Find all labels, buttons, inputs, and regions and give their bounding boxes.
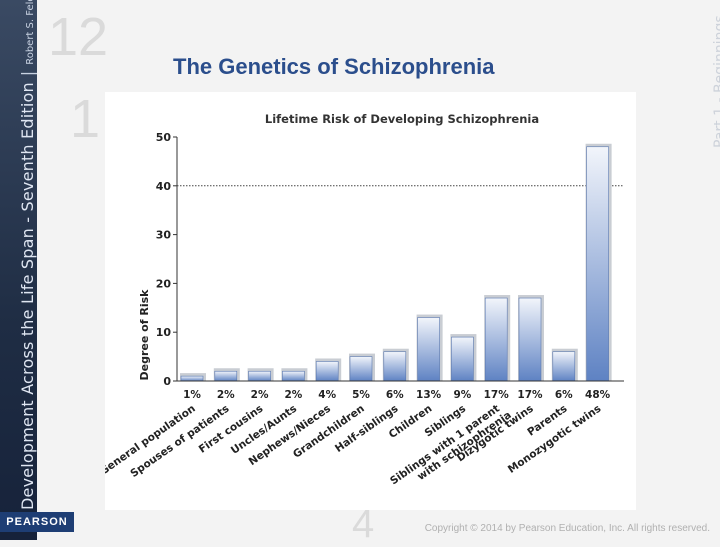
bar xyxy=(383,351,407,382)
data-label: 17% xyxy=(484,389,510,401)
copyright-notice: Copyright © 2014 by Pearson Education, I… xyxy=(424,523,710,534)
part-label: Part 1 - Beginnings xyxy=(712,15,720,148)
bar xyxy=(180,375,204,382)
data-label: 2% xyxy=(217,389,235,401)
author-name: Robert S. Feldman xyxy=(25,0,36,65)
bar xyxy=(214,370,238,382)
data-label: 6% xyxy=(386,389,404,401)
bar xyxy=(282,370,305,382)
slide-title: The Genetics of Schizophrenia xyxy=(173,54,495,79)
pearson-logo: PEARSON xyxy=(0,512,74,532)
data-label: 2% xyxy=(251,389,269,401)
background-number-4: 4 xyxy=(352,502,375,546)
bar xyxy=(586,146,609,382)
y-axis-title: Degree of Risk xyxy=(138,289,151,381)
sidebar-vertical-text: Development Across the Life Span - Seven… xyxy=(18,0,37,510)
bar xyxy=(349,356,373,382)
data-label: 2% xyxy=(284,389,302,401)
category-label-line: with schizophrenia xyxy=(415,409,513,483)
data-label: 4% xyxy=(318,389,336,401)
y-tick-label: 30 xyxy=(156,229,172,242)
bar xyxy=(484,297,508,382)
bar xyxy=(248,370,271,382)
data-label: 6% xyxy=(555,389,573,401)
data-label: 13% xyxy=(416,389,442,401)
left-sidebar: Development Across the Life Span - Seven… xyxy=(0,0,37,540)
background-number-1: 1 xyxy=(70,89,101,149)
y-tick-label: 40 xyxy=(156,180,172,193)
book-title: Development Across the Life Span - Seven… xyxy=(18,82,37,510)
background-number-12: 12 xyxy=(48,7,109,67)
bar xyxy=(417,317,440,382)
data-label: 48% xyxy=(585,389,611,401)
bar xyxy=(552,351,576,382)
bar xyxy=(518,297,542,382)
bar-chart: Lifetime Risk of Developing Schizophreni… xyxy=(98,112,624,487)
y-tick-label: 50 xyxy=(156,131,172,144)
sidebar-separator: | xyxy=(18,70,37,77)
data-label: 5% xyxy=(352,389,370,401)
y-tick-label: 10 xyxy=(156,326,172,339)
chart-panel: Lifetime Risk of Developing Schizophreni… xyxy=(98,92,636,510)
bar xyxy=(315,361,339,382)
data-label: 9% xyxy=(453,389,471,401)
plot-area: 0 10 20 30 40 50 1% 2% 2% 2% 4% 5% 6% 13% 9% 17% 17% 6% 48… xyxy=(98,131,624,487)
y-tick-label: 0 xyxy=(163,375,171,388)
y-tick-label: 20 xyxy=(156,277,172,290)
chart-title: Lifetime Risk of Developing Schizophreni… xyxy=(265,112,539,126)
data-label: 1% xyxy=(183,389,201,401)
data-label: 17% xyxy=(517,389,543,401)
bar xyxy=(451,336,474,382)
